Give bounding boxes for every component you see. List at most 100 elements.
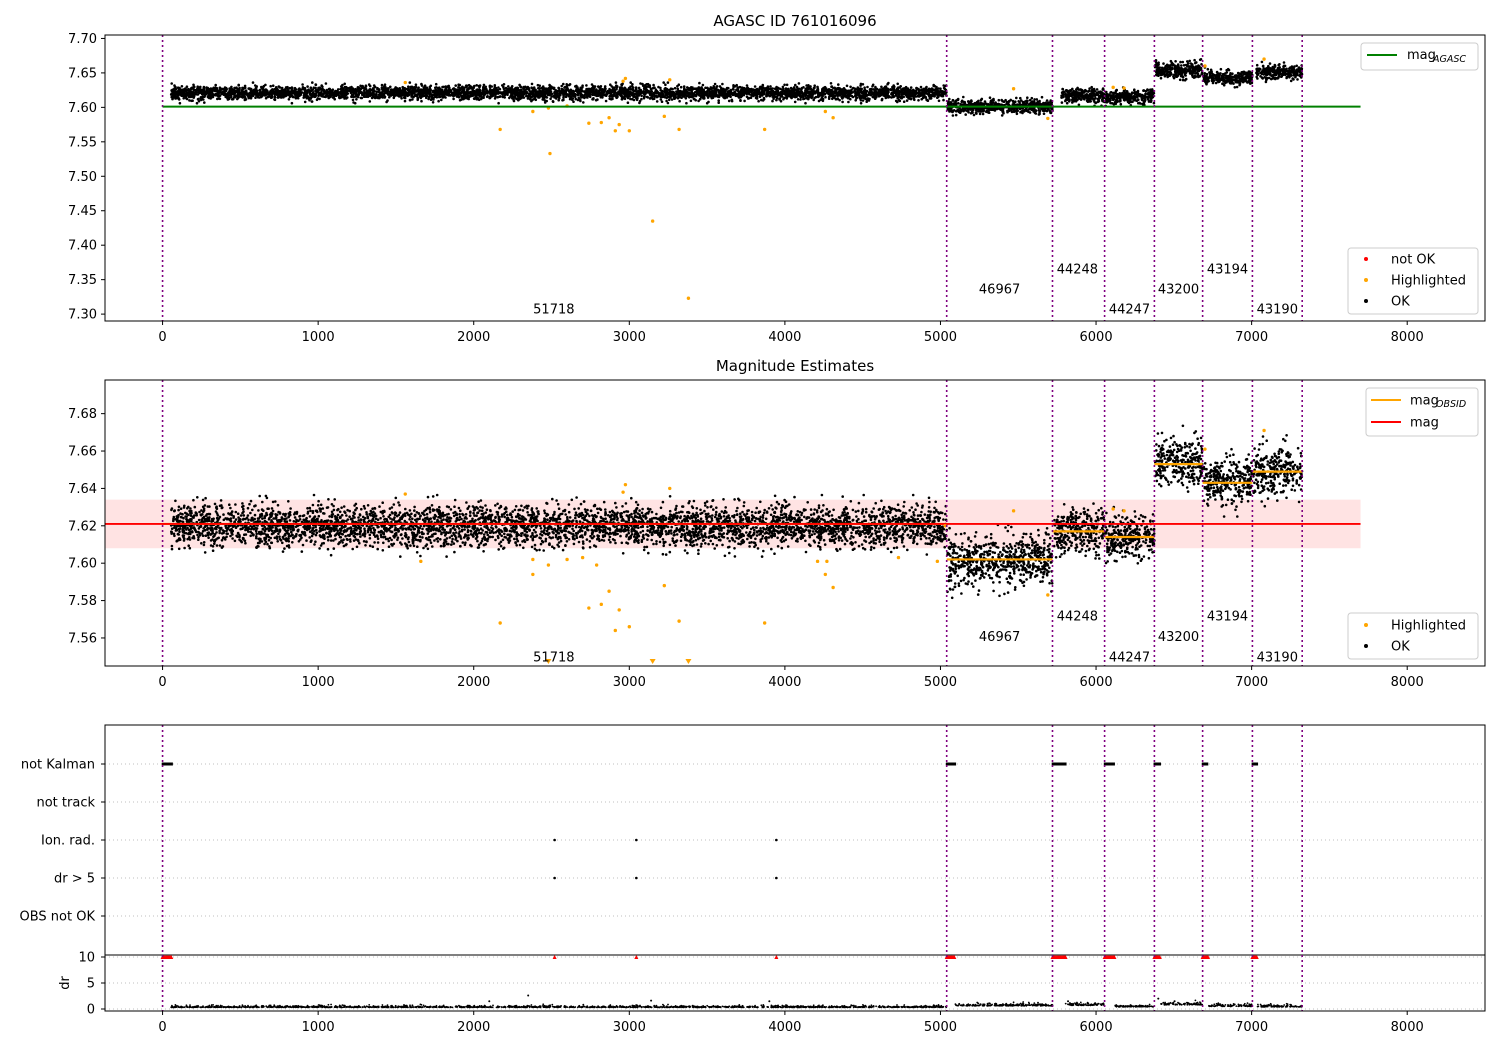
ok-point [297, 88, 300, 91]
ok-point [918, 89, 921, 93]
ok-point [934, 90, 937, 93]
ok-point [333, 91, 337, 95]
ok-point [917, 99, 920, 102]
ok-point [454, 93, 457, 96]
ok-point [751, 88, 754, 91]
ok-point [516, 90, 519, 94]
ok-point [575, 88, 578, 91]
ok-point [252, 92, 255, 96]
ok-point [453, 90, 456, 94]
ok-point [891, 88, 895, 91]
ok-point [714, 89, 718, 92]
ok-point [979, 98, 983, 102]
ok-point [835, 97, 839, 101]
ok-point [319, 88, 323, 91]
ok-point [294, 92, 297, 96]
ok-point [842, 92, 846, 95]
ok-point [795, 88, 799, 91]
ok-point [454, 84, 458, 87]
ok-point [191, 91, 194, 94]
ok-point [383, 83, 387, 86]
ok-point [323, 95, 326, 98]
ok-point [712, 91, 716, 95]
ok-point [631, 83, 634, 86]
ok-point [878, 91, 882, 94]
ok-point [209, 97, 212, 100]
ok-point [310, 100, 314, 103]
ok-point [741, 86, 744, 89]
ok-point [650, 90, 654, 93]
ok-point [933, 93, 936, 97]
ok-point [677, 90, 681, 93]
ok-point [681, 90, 685, 94]
ok-point [614, 81, 618, 84]
ok-point [675, 92, 679, 96]
plot-area [105, 35, 1485, 321]
ok-point [785, 88, 789, 92]
ok-point [484, 87, 488, 91]
ok-point [913, 94, 916, 97]
ok-point [574, 97, 578, 101]
ok-point [747, 91, 750, 94]
ok-point [666, 92, 670, 95]
ok-point [762, 92, 766, 96]
ok-point [465, 84, 469, 87]
ok-point [701, 83, 705, 87]
ok-point [563, 90, 566, 94]
ok-point [455, 95, 459, 98]
ok-point [896, 82, 899, 86]
ok-point [578, 97, 581, 100]
ok-point [246, 93, 249, 96]
ok-point [338, 96, 342, 100]
ok-point [927, 92, 931, 95]
ok-point [806, 94, 810, 98]
ok-point [854, 94, 857, 98]
ok-point [723, 95, 726, 99]
ok-point [583, 96, 586, 100]
ok-point [886, 92, 890, 95]
ok-point [172, 96, 175, 99]
ok-point [431, 93, 435, 97]
ok-point [937, 99, 941, 103]
ok-point [407, 94, 410, 97]
ok-point [188, 89, 192, 93]
ok-point [371, 92, 375, 96]
ok-point [466, 88, 469, 91]
ok-point [415, 90, 418, 93]
ok-point [422, 94, 426, 97]
ok-point [608, 97, 611, 101]
ok-point [642, 95, 646, 98]
ok-point [276, 92, 280, 96]
ok-point [772, 97, 775, 100]
ok-point [279, 91, 283, 95]
ok-point [679, 85, 683, 89]
ok-point [861, 83, 865, 86]
ok-point [383, 95, 387, 99]
ok-point [604, 99, 608, 103]
ok-point [693, 87, 697, 90]
ok-point [620, 97, 624, 101]
ok-point [477, 97, 480, 101]
ok-point [928, 95, 932, 98]
ok-point [937, 90, 940, 93]
ok-point [306, 94, 309, 97]
ok-points [169, 58, 1304, 117]
ok-point [853, 87, 856, 90]
ok-point [185, 91, 189, 95]
ok-point [452, 87, 456, 90]
ok-point [702, 88, 705, 92]
ok-point [286, 86, 289, 89]
ok-point [271, 84, 275, 87]
ok-point [514, 86, 517, 90]
ok-point [826, 91, 829, 95]
ok-point [849, 89, 852, 93]
ok-point [877, 94, 880, 98]
ok-point [277, 85, 281, 88]
ok-point [290, 101, 294, 105]
ok-point [783, 83, 786, 87]
ok-point [698, 81, 701, 85]
ok-point [585, 87, 589, 91]
ok-point [389, 85, 392, 89]
ok-point [958, 111, 962, 114]
ok-point [782, 92, 786, 95]
